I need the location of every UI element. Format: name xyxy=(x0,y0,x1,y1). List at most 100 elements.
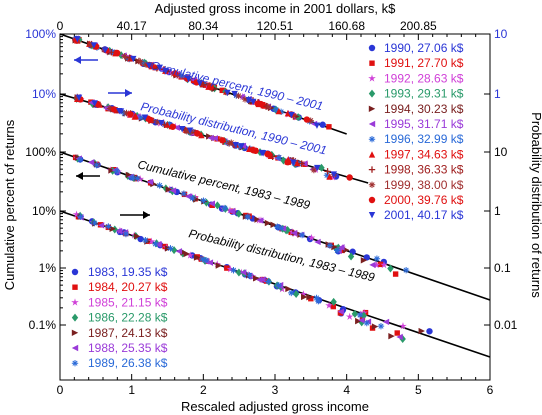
x2-tick-label: 40.17 xyxy=(117,19,147,33)
data-point xyxy=(145,62,153,69)
data-point xyxy=(200,81,207,88)
x-tick-label: 0 xyxy=(57,383,64,397)
legend-entry: 1995, 31.71 k$ xyxy=(384,117,464,131)
data-point xyxy=(232,141,239,149)
x-tick-label: 3 xyxy=(272,383,279,397)
data-point xyxy=(166,121,173,128)
data-point xyxy=(93,161,100,169)
legend-entry: 1992, 28.63 k$ xyxy=(384,71,464,85)
data-point xyxy=(368,196,376,204)
data-point xyxy=(377,261,384,268)
data-points xyxy=(72,35,433,343)
data-point xyxy=(113,167,121,175)
data-point xyxy=(165,186,172,193)
data-point xyxy=(72,210,81,218)
data-point xyxy=(178,72,185,79)
data-point xyxy=(298,160,305,167)
data-point xyxy=(199,255,206,263)
data-point xyxy=(235,92,242,100)
data-point xyxy=(158,119,165,127)
data-point xyxy=(298,231,306,239)
data-point xyxy=(258,149,266,157)
data-point xyxy=(342,246,350,254)
data-point xyxy=(219,137,226,144)
data-point xyxy=(169,187,177,194)
data-point xyxy=(122,230,130,238)
data-point xyxy=(270,221,277,229)
data-point xyxy=(224,89,231,97)
data-point xyxy=(134,175,141,182)
data-point xyxy=(369,261,376,269)
legend-entry: 1985, 21.15 k$ xyxy=(88,295,168,309)
data-point xyxy=(146,178,154,186)
data-point xyxy=(355,317,362,325)
y-tick-label: 10% xyxy=(32,87,56,101)
data-point xyxy=(183,127,190,135)
y-tick-label: 0.1% xyxy=(29,318,57,332)
data-point xyxy=(368,44,376,52)
data-point xyxy=(127,111,134,118)
data-point xyxy=(125,171,133,179)
data-point xyxy=(228,207,236,215)
data-point xyxy=(363,319,370,327)
data-point xyxy=(338,244,345,251)
data-point xyxy=(363,254,370,261)
data-point xyxy=(231,90,238,98)
legend-entry: 1990, 27.06 k$ xyxy=(384,41,464,55)
y-tick-label: 100% xyxy=(25,27,56,41)
data-point xyxy=(152,240,159,248)
data-point xyxy=(274,223,281,230)
data-point xyxy=(175,248,183,255)
data-point xyxy=(130,55,137,63)
data-point xyxy=(313,294,320,302)
data-point xyxy=(147,237,156,245)
data-point xyxy=(108,167,115,174)
data-point xyxy=(418,327,425,335)
data-point xyxy=(306,293,313,301)
data-point xyxy=(162,68,169,75)
data-point xyxy=(253,275,260,282)
data-point xyxy=(186,251,194,259)
y2-tick-label: 0.1 xyxy=(494,261,511,275)
data-point xyxy=(238,93,245,101)
data-point xyxy=(219,87,225,94)
data-point xyxy=(228,139,235,146)
data-point xyxy=(239,269,247,276)
data-point xyxy=(208,200,215,207)
y2-tick-label: 1 xyxy=(494,204,501,218)
data-point xyxy=(330,171,338,178)
data-point xyxy=(264,150,271,158)
data-point xyxy=(193,254,201,261)
data-point xyxy=(368,212,376,219)
data-point xyxy=(211,135,218,142)
annotation-label: Cumulative percent, 1990 – 2001 xyxy=(149,58,324,113)
data-point xyxy=(115,227,123,235)
data-point xyxy=(337,308,344,315)
data-point xyxy=(399,322,407,330)
data-point xyxy=(238,143,245,150)
legend-entry: 2001, 40.17 k$ xyxy=(384,208,464,222)
data-point xyxy=(330,297,337,306)
data-point xyxy=(137,114,145,121)
data-point xyxy=(288,111,295,119)
data-point xyxy=(307,233,316,242)
data-point xyxy=(77,213,84,220)
data-point xyxy=(173,124,180,131)
y-tick-label: 10% xyxy=(32,204,56,218)
legend-entry: 1999, 38.00 k$ xyxy=(384,178,464,192)
data-point xyxy=(369,60,375,66)
data-point xyxy=(426,328,433,335)
data-point xyxy=(196,80,204,87)
data-point xyxy=(249,146,257,154)
data-point xyxy=(325,301,333,309)
data-point xyxy=(310,166,318,174)
data-point xyxy=(167,245,174,252)
data-point xyxy=(221,204,229,212)
legend-entry: 1993, 29.31 k$ xyxy=(384,87,464,101)
data-point xyxy=(121,53,128,60)
data-point xyxy=(156,64,163,72)
x2-tick-label: 0 xyxy=(57,19,64,33)
data-point xyxy=(132,112,139,119)
x2-tick-label: 160.68 xyxy=(328,19,365,33)
data-point xyxy=(71,268,79,276)
